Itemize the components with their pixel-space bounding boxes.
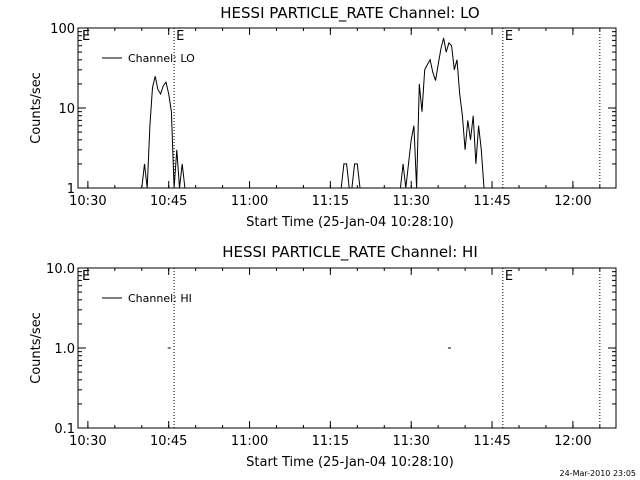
x-tick-label: 11:15 — [312, 194, 349, 209]
x-tick-label: 11:45 — [473, 194, 510, 209]
y-axis-label: Counts/sec — [29, 312, 44, 384]
corner-e-label: E — [82, 269, 90, 284]
x-tick-label: 12:00 — [554, 194, 591, 209]
panel-lo: HESSI PARTICLE_RATE Channel: LO Counts/s… — [29, 4, 617, 230]
series-line — [141, 76, 188, 189]
x-tick-label: 11:00 — [231, 194, 268, 209]
x-tick-label: 11:00 — [231, 434, 268, 449]
timestamp: 24-Mar-2010 23:05 — [560, 469, 637, 478]
x-tick-label: 10:30 — [69, 194, 106, 209]
series-line — [399, 37, 519, 189]
y-tick-label: 1 — [67, 182, 75, 197]
x-tick-label: 10:45 — [150, 194, 187, 209]
x-tick-label: 11:30 — [392, 434, 429, 449]
legend-label: Channel: LO — [128, 52, 195, 65]
panel-hi: HESSI PARTICLE_RATE Channel: HI Counts/s… — [29, 243, 617, 470]
legend-label: Channel: HI — [128, 292, 192, 305]
x-tick-label: 11:15 — [312, 434, 349, 449]
chart-title: HESSI PARTICLE_RATE Channel: LO — [220, 4, 479, 23]
y-tick-label: 0.1 — [54, 422, 75, 437]
series-line — [340, 163, 361, 189]
x-tick-label: 11:30 — [392, 194, 429, 209]
chart-title: HESSI PARTICLE_RATE Channel: HI — [222, 243, 478, 262]
x-axis-label: Start Time (25-Jan-04 10:28:10) — [246, 455, 454, 470]
x-tick-label: 12:00 — [554, 434, 591, 449]
event-marker-label: E — [176, 29, 184, 44]
x-tick-label: 11:45 — [473, 434, 510, 449]
y-tick-label: 100 — [50, 22, 75, 37]
x-axis-label: Start Time (25-Jan-04 10:28:10) — [246, 215, 454, 230]
event-marker-label: E — [505, 29, 513, 44]
y-tick-label: 1.0 — [54, 342, 75, 357]
y-axis-label: Counts/sec — [29, 72, 44, 144]
corner-e-label: E — [82, 29, 90, 44]
x-tick-label: 10:30 — [69, 434, 106, 449]
y-tick-label: 10.0 — [46, 262, 75, 277]
x-tick-label: 10:45 — [150, 434, 187, 449]
event-marker-label: E — [505, 269, 513, 284]
y-tick-label: 10 — [58, 102, 75, 117]
